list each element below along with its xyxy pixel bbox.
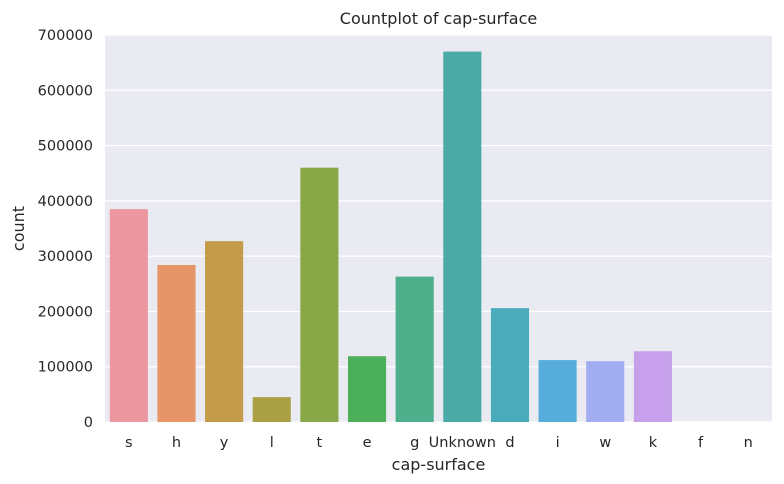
y-tick-labels: 0 100000 200000 300000 400000 500000 600000 700… [38, 28, 93, 431]
bar-t [300, 167, 339, 422]
y-tick-label: 600000 [38, 83, 93, 99]
x-tick-label: h [172, 435, 181, 451]
bar-g [395, 276, 434, 422]
bar-d [490, 308, 530, 422]
y-tick-label: 400000 [38, 194, 93, 210]
y-tick-label: 700000 [38, 28, 93, 44]
x-tick-label: Unknown [429, 435, 496, 451]
bar-h [157, 264, 196, 422]
bar-w [586, 361, 625, 422]
y-tick-label: 200000 [38, 304, 93, 320]
x-tick-label: n [744, 435, 753, 451]
bars [109, 51, 672, 422]
x-tick-label: y [220, 435, 229, 451]
bar-i [538, 360, 577, 422]
y-tick-label: 0 [84, 415, 93, 431]
y-axis-title: count [9, 206, 28, 251]
x-tick-label: d [505, 435, 514, 451]
chart-title: Countplot of cap-surface [340, 9, 537, 28]
y-tick-label: 300000 [38, 249, 93, 265]
x-tick-label: t [317, 435, 323, 451]
x-tick-label: l [270, 435, 274, 451]
x-axis-title: cap-surface [392, 455, 486, 474]
x-tick-label: f [698, 435, 704, 451]
bar-l [252, 397, 291, 422]
bar-s [109, 209, 148, 422]
bar-e [347, 356, 387, 422]
bar-unknown [443, 51, 482, 422]
y-tick-label: 100000 [38, 360, 93, 376]
x-tick-labels: s h y l t e g Unknown d i w k f n [125, 435, 753, 451]
x-tick-label: w [599, 435, 611, 451]
x-tick-label: i [556, 435, 560, 451]
x-tick-label: e [363, 435, 372, 451]
y-tick-label: 500000 [38, 139, 93, 155]
x-tick-label: k [649, 435, 658, 451]
x-tick-label: g [410, 435, 419, 451]
bar-k [633, 351, 672, 422]
x-tick-label: s [125, 435, 133, 451]
bar-y [205, 241, 244, 422]
